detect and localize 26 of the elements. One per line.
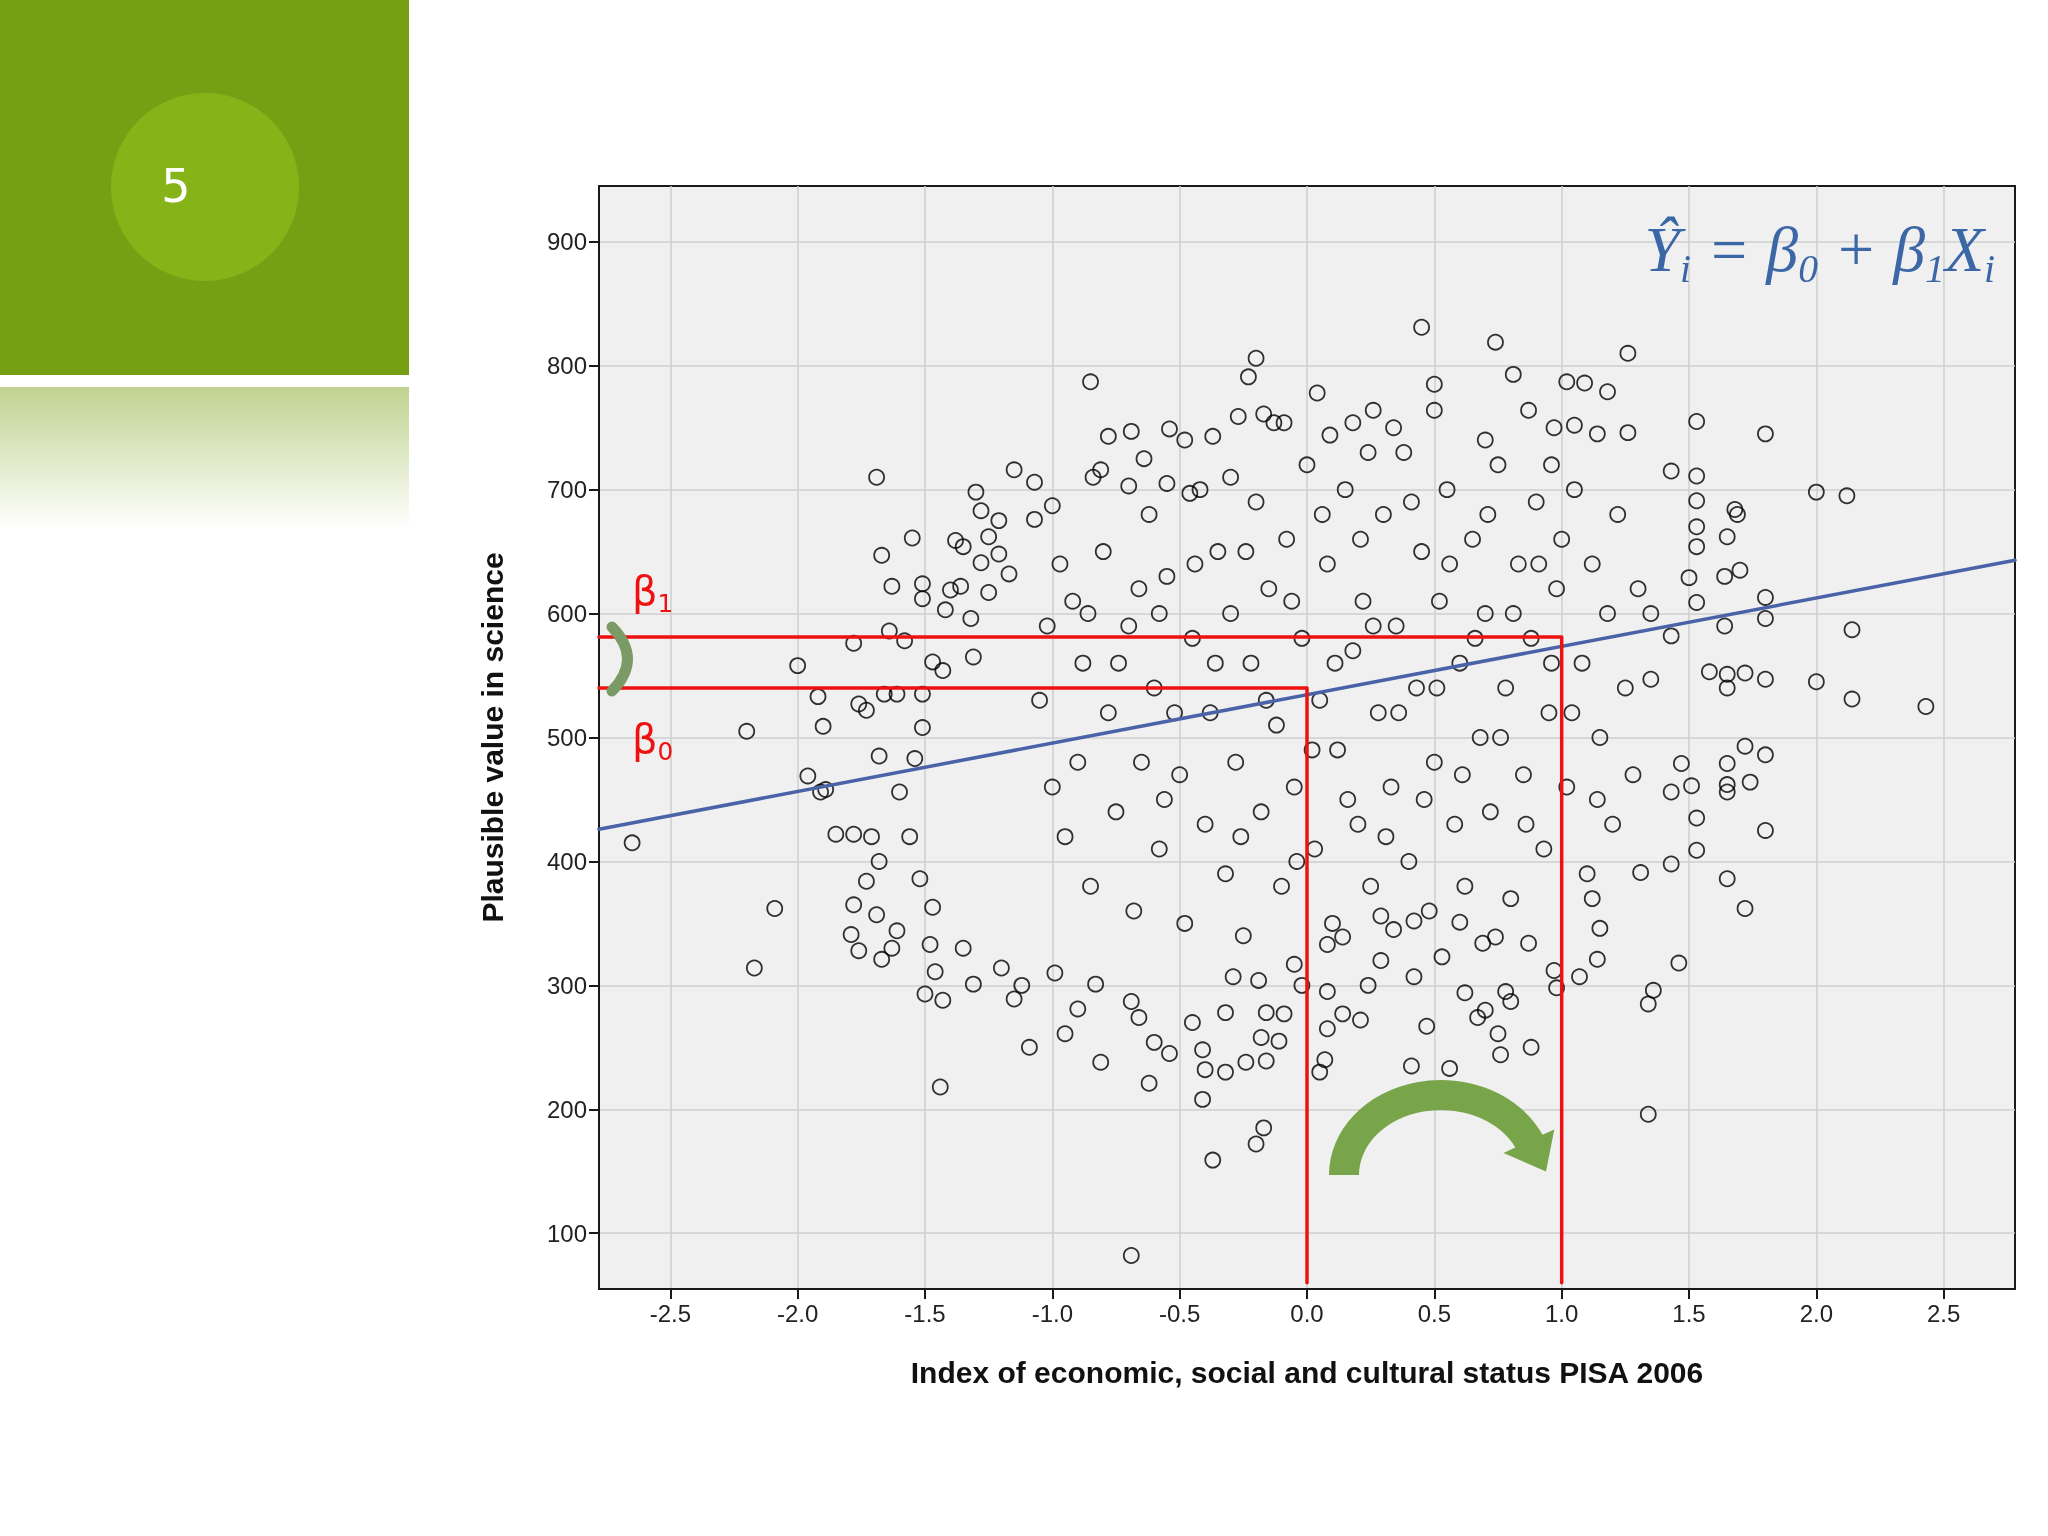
x-tick-label: -1.0 [1031, 1299, 1073, 1327]
y-tick-label: 700 [546, 476, 587, 504]
y-tick-label: 400 [546, 847, 587, 875]
y-tick-label: 600 [546, 600, 587, 628]
y-tick-label: 100 [546, 1219, 587, 1247]
y-tick-label: 900 [546, 228, 587, 256]
x-axis-title: Index of economic, social and cultural status PISA 2006 [910, 1355, 1704, 1389]
x-tick-label: -2.5 [649, 1299, 691, 1327]
x-tick-label: -1.5 [904, 1299, 946, 1327]
x-tick-label: 1.0 [1544, 1299, 1579, 1327]
annotation: Ŷ$_{i}$ = β$_{0}$ + β$_{1}$X$_{i}$ [1644, 214, 1995, 292]
annotation: β$_{0}$ [632, 716, 674, 766]
y-tick-label: 500 [546, 724, 587, 751]
x-tick-label: 2.0 [1799, 1299, 1834, 1327]
y-tick-label: 800 [546, 352, 587, 380]
x-tick-label: -0.5 [1158, 1299, 1201, 1327]
x-tick-label: 0.0 [1290, 1299, 1324, 1327]
y-tick-label: 200 [546, 1095, 587, 1123]
x-tick-label: 2.5 [1927, 1299, 1961, 1327]
y-axis-title: Plausible value in science [475, 552, 509, 923]
x-tick-label: 1.5 [1672, 1299, 1706, 1327]
x-tick-label: -2.0 [776, 1299, 819, 1327]
y-tick-label: 300 [546, 971, 587, 999]
annotation: β$_{1}$ [632, 568, 674, 618]
text: 5 [161, 159, 191, 213]
x-tick-label: 0.5 [1417, 1299, 1452, 1327]
